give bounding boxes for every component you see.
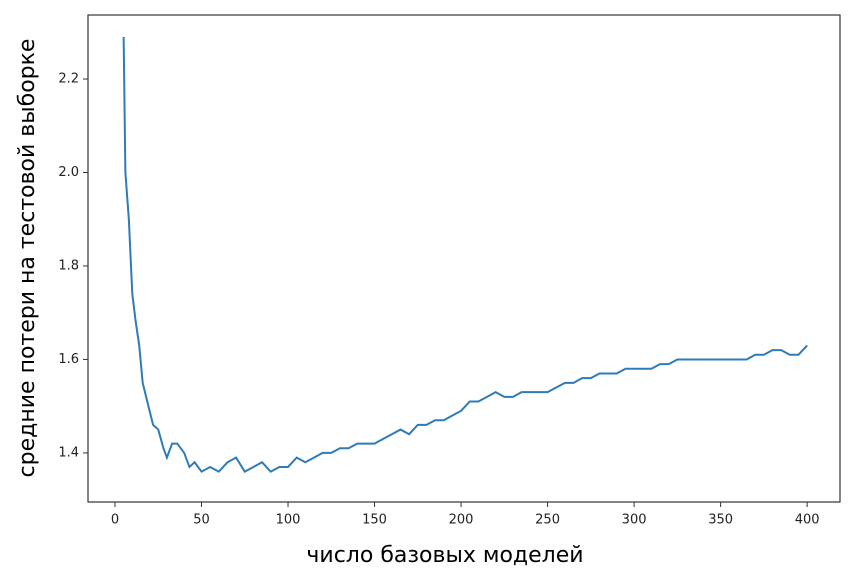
y-tick-label: 2.2 <box>58 72 79 87</box>
x-tick-label: 300 <box>622 513 647 528</box>
x-tick-label: 100 <box>276 513 301 528</box>
x-tick-label: 0 <box>111 513 119 528</box>
y-tick-label: 1.6 <box>58 352 79 367</box>
plot-frame <box>87 14 841 503</box>
data-line <box>122 36 808 473</box>
x-tick-label: 200 <box>449 513 474 528</box>
x-axis-label: число базовых моделей <box>306 543 583 568</box>
x-tick-label: 150 <box>362 513 387 528</box>
y-tick-label: 1.4 <box>58 445 79 460</box>
x-tick-label: 250 <box>535 513 560 528</box>
y-axis-label: средние потери на тестовой выборке <box>15 39 40 478</box>
x-tick-label: 50 <box>193 513 210 528</box>
y-tick-label: 1.8 <box>58 258 79 273</box>
x-tick-label: 400 <box>795 513 820 528</box>
x-tick-label: 350 <box>708 513 733 528</box>
y-tick-label: 2.0 <box>58 165 79 180</box>
